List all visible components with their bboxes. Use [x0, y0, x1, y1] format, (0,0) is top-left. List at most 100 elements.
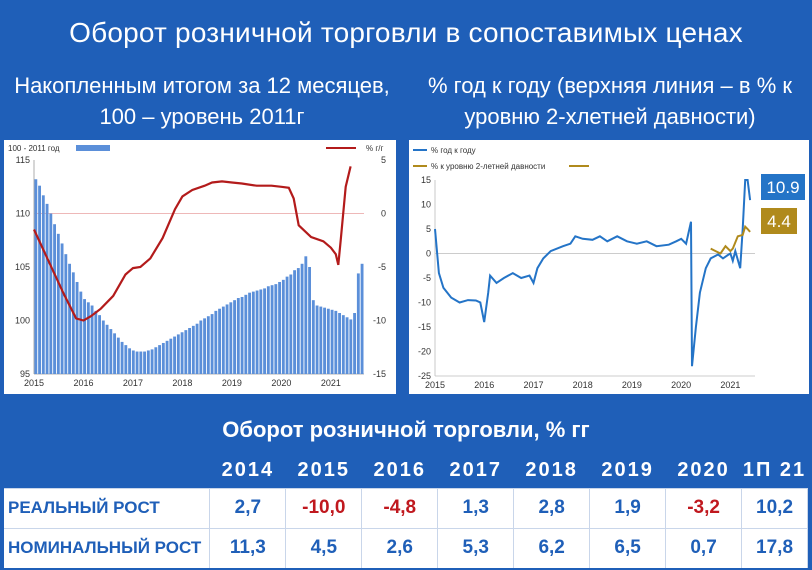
bar [341, 315, 345, 374]
right-chart-subtitle: % год к году (верхняя линия – в % к уров… [427, 73, 792, 129]
table-cell: 1,9 [589, 487, 667, 528]
table-title: Оборот розничной торговли, % гг [222, 417, 590, 442]
x-tick-label: 2021 [321, 378, 341, 388]
bar [75, 281, 79, 374]
bar [176, 334, 180, 374]
table-cell: 10,2 [741, 487, 808, 528]
yoy-turnover-chart: % год к году % к уровню 2-летней давности… [409, 140, 809, 394]
y-right-tick-label: -10 [373, 316, 386, 326]
bar [315, 305, 319, 374]
bar [199, 320, 203, 374]
table-row: НОМИНАЛЬНЫЙ РОСТ 11,3 4,5 2,6 5,3 6,2 6,… [4, 527, 808, 568]
bar [60, 243, 64, 374]
bar [229, 302, 233, 374]
legend-label-line: % г/г [366, 144, 383, 153]
y-right-tick-label: -5 [378, 262, 386, 272]
x-tick-label: 2020 [271, 378, 291, 388]
table-header-cell: 2020 [665, 454, 742, 488]
bar [113, 333, 116, 374]
y-left-tick-label: 110 [16, 209, 30, 219]
bar [45, 203, 49, 374]
bar [330, 309, 334, 374]
bar [296, 268, 300, 374]
bar [240, 296, 244, 374]
table-cell: 4,5 [285, 527, 363, 568]
y-tick-label: 15 [421, 175, 431, 185]
bar [146, 350, 150, 374]
bar [285, 276, 289, 374]
y-tick-label: 10 [421, 200, 431, 210]
table-cell: -4,8 [361, 487, 439, 528]
bar [191, 325, 195, 374]
y-tick-label: -25 [418, 371, 431, 381]
bar [236, 298, 240, 374]
bar [345, 317, 349, 374]
table-cell: 1,3 [437, 487, 515, 528]
y-tick-label: 5 [426, 224, 431, 234]
y-right-tick-label: 5 [381, 155, 386, 165]
bar [128, 348, 131, 374]
bar [319, 306, 323, 374]
bar [311, 300, 315, 374]
y-tick-label: -20 [418, 347, 431, 357]
y-left-tick-label: 105 [15, 262, 30, 272]
bar [83, 299, 86, 374]
bar [165, 340, 169, 374]
turnover-table: 2014 2015 2016 2017 2018 2019 2020 1П 21… [4, 454, 808, 568]
two-year-line [710, 224, 751, 255]
x-tick-label: 2015 [425, 380, 445, 390]
bar [218, 308, 221, 374]
x-tick-label: 2017 [523, 380, 543, 390]
bar [293, 270, 296, 374]
cumulative-turnover-chart: 100 - 2011 год % г/г 95 100 105 110 115 -15 -10 -… [4, 140, 396, 394]
bar [323, 307, 326, 374]
bar [356, 273, 360, 374]
bar [221, 306, 225, 374]
bar [360, 263, 364, 374]
yoy-line [33, 166, 352, 322]
bar [56, 233, 60, 374]
table-header-cell: 2017 [437, 454, 514, 488]
bar [86, 302, 90, 374]
y-right-tick-label: 0 [381, 209, 386, 219]
bar [248, 292, 251, 374]
bar [49, 213, 53, 374]
bar [90, 305, 94, 374]
bar [300, 263, 304, 374]
bar [98, 315, 101, 374]
y-tick-label: -5 [423, 273, 431, 283]
row-label-real-growth: РЕАЛЬНЫЙ РОСТ [4, 487, 211, 528]
y-tick-label: -15 [418, 322, 431, 332]
bar [34, 179, 38, 374]
table-cell: -10,0 [285, 487, 363, 528]
bar [154, 347, 158, 374]
bar [274, 284, 278, 374]
bar [334, 310, 338, 374]
x-tick-label: 2019 [622, 380, 642, 390]
bar [188, 327, 191, 374]
y-tick-label: -10 [418, 298, 431, 308]
bar [161, 342, 165, 374]
bar [38, 185, 41, 374]
y-left-tick-label: 100 [15, 316, 30, 326]
bar [214, 310, 218, 374]
bar [105, 324, 109, 374]
table-header-row: 2014 2015 2016 2017 2018 2019 2020 1П 21 [4, 454, 808, 488]
table-cell: 6,5 [589, 527, 667, 568]
bar [255, 290, 259, 374]
bar [71, 272, 75, 374]
end-label-box-yoy [761, 174, 805, 200]
yoy-turnover-svg: % год к году % к уровню 2-летней давности… [413, 146, 805, 390]
table-header-cell: 2014 [209, 454, 286, 488]
cumulative-turnover-svg: 100 - 2011 год % г/г 95 100 105 110 115 -15 -10 -… [8, 144, 386, 388]
bar [278, 281, 281, 374]
yoy-line [434, 179, 752, 367]
table-cell: 0,7 [665, 527, 743, 568]
end-label-yoy: 10.9 [766, 178, 799, 197]
table-header-cell [4, 454, 210, 488]
table-header-cell: 2015 [285, 454, 362, 488]
bar [233, 300, 236, 374]
bar [64, 254, 68, 374]
x-tick-label: 2021 [720, 380, 740, 390]
table-cell: 6,2 [513, 527, 591, 568]
